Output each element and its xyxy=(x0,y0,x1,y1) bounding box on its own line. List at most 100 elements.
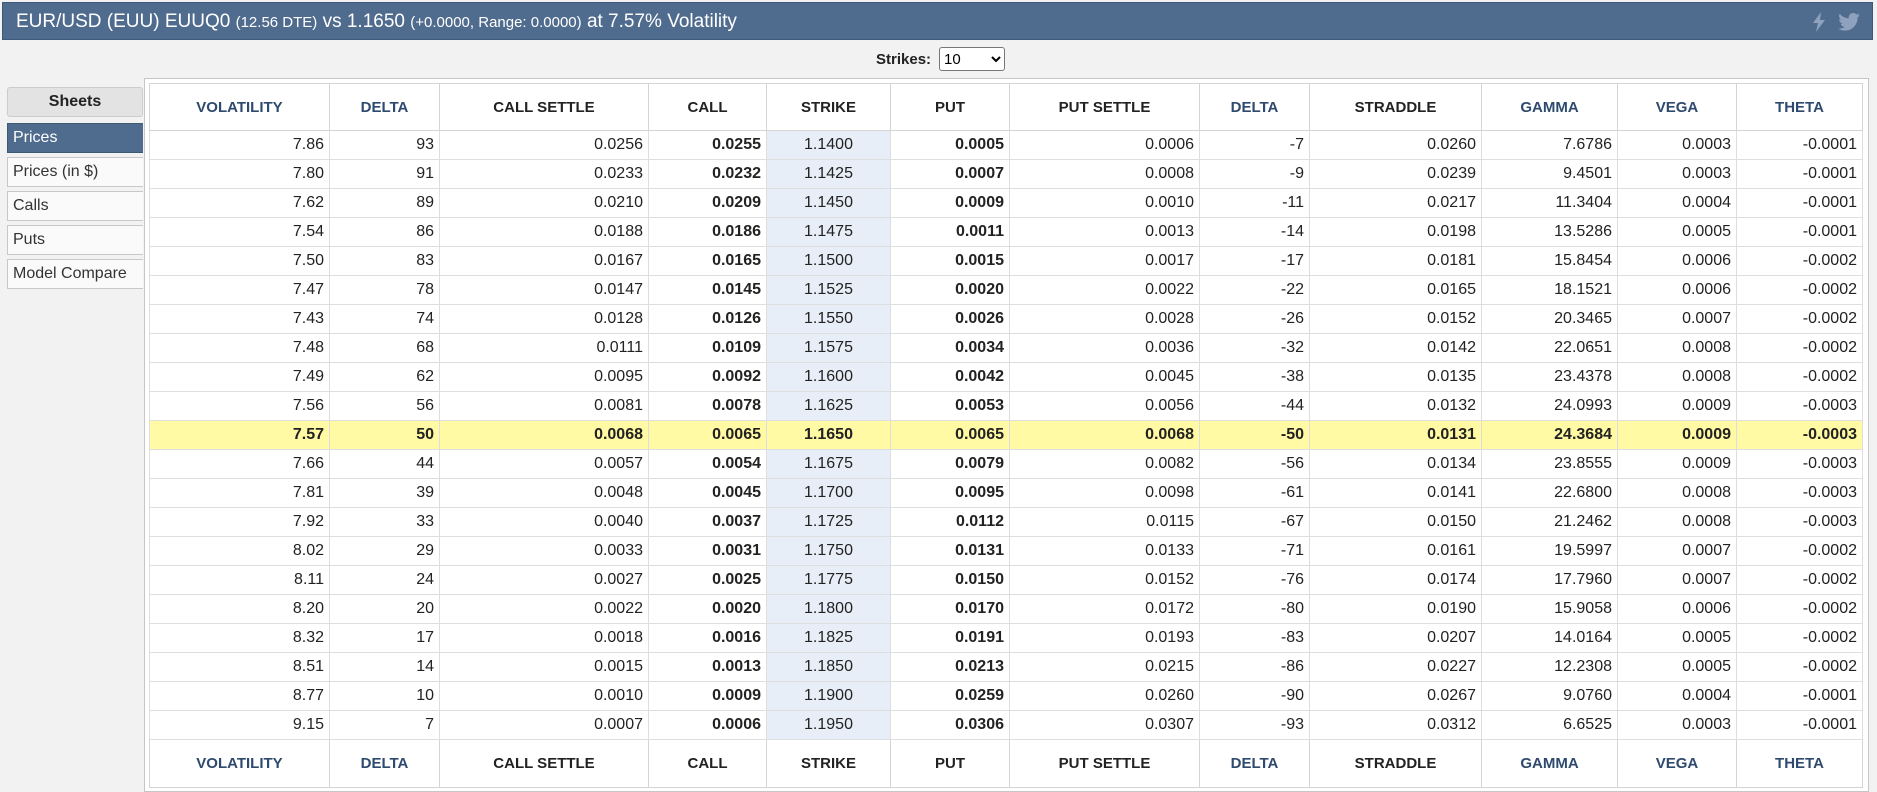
cell-put-settle: 0.0215 xyxy=(1009,652,1200,682)
cell-volatility: 7.54 xyxy=(149,217,330,247)
cell-put-delta: -71 xyxy=(1199,536,1310,566)
column-footer-straddle[interactable]: STRADDLE xyxy=(1309,739,1482,788)
cell-put-delta: -22 xyxy=(1199,275,1310,305)
strikes-select[interactable]: 10 xyxy=(939,47,1006,71)
column-footer-put-delta[interactable]: DELTA xyxy=(1199,739,1310,788)
column-footer-put-settle[interactable]: PUT SETTLE xyxy=(1009,739,1200,788)
cell-put-delta: -9 xyxy=(1199,159,1310,189)
cell-call-settle: 0.0233 xyxy=(439,159,649,189)
cell-strike: 1.1625 xyxy=(766,391,891,421)
cell-call-delta: 50 xyxy=(329,420,440,450)
column-header-gamma[interactable]: GAMMA xyxy=(1481,83,1618,131)
cell-volatility: 7.62 xyxy=(149,188,330,218)
cell-gamma: 15.8454 xyxy=(1481,246,1618,276)
column-header-strike[interactable]: STRIKE xyxy=(766,83,891,131)
cell-vega: 0.0007 xyxy=(1617,536,1737,566)
cell-put-delta: -93 xyxy=(1199,710,1310,740)
cell-put-settle: 0.0082 xyxy=(1009,449,1200,479)
cell-gamma: 9.4501 xyxy=(1481,159,1618,189)
cell-put-delta: -67 xyxy=(1199,507,1310,537)
cell-gamma: 23.8555 xyxy=(1481,449,1618,479)
column-header-call-delta[interactable]: DELTA xyxy=(329,83,440,131)
column-footer-call-delta[interactable]: DELTA xyxy=(329,739,440,788)
column-header-volatility[interactable]: VOLATILITY xyxy=(149,83,330,131)
cell-straddle: 0.0181 xyxy=(1309,246,1482,276)
cell-put-settle: 0.0006 xyxy=(1009,130,1200,160)
sidebar-item-calls[interactable]: Calls xyxy=(7,191,143,221)
vol-label: at 7.57% Volatility xyxy=(586,11,737,32)
cell-vega: 0.0009 xyxy=(1617,391,1737,421)
cell-put-settle: 0.0307 xyxy=(1009,710,1200,740)
column-header-call[interactable]: CALL xyxy=(648,83,767,131)
column-footer-call[interactable]: CALL xyxy=(648,739,767,788)
cell-straddle: 0.0190 xyxy=(1309,594,1482,624)
table-row-atm: 7.57 50 0.0068 0.0065 1.1650 0.0065 0.0068 -50 0… xyxy=(149,420,1863,450)
column-header-put-settle[interactable]: PUT SETTLE xyxy=(1009,83,1200,131)
column-footer-strike[interactable]: STRIKE xyxy=(766,739,891,788)
table-row: 8.20 20 0.0022 0.0020 1.1800 0.0170 0.0172 -80 0… xyxy=(149,594,1863,624)
cell-call-delta: 89 xyxy=(329,188,440,218)
column-footer-volatility[interactable]: VOLATILITY xyxy=(149,739,330,788)
column-footer-gamma[interactable]: GAMMA xyxy=(1481,739,1618,788)
cell-put: 0.0191 xyxy=(890,623,1010,653)
sidebar-item-prices[interactable]: Prices xyxy=(7,123,143,153)
cell-call: 0.0145 xyxy=(648,275,767,305)
lightning-icon[interactable] xyxy=(1808,11,1830,33)
column-header-put[interactable]: PUT xyxy=(890,83,1010,131)
column-header-vega[interactable]: VEGA xyxy=(1617,83,1737,131)
cell-put-delta: -7 xyxy=(1199,130,1310,160)
table-row: 7.47 78 0.0147 0.0145 1.1525 0.0020 0.0022 -22 0… xyxy=(149,275,1863,305)
table-row: 8.02 29 0.0033 0.0031 1.1750 0.0131 0.0133 -71 0… xyxy=(149,536,1863,566)
cell-call-delta: 74 xyxy=(329,304,440,334)
column-footer-call-settle[interactable]: CALL SETTLE xyxy=(439,739,649,788)
sidebar-item-puts[interactable]: Puts xyxy=(7,225,143,255)
cell-vega: 0.0004 xyxy=(1617,188,1737,218)
cell-put: 0.0065 xyxy=(890,420,1010,450)
cell-call: 0.0045 xyxy=(648,478,767,508)
cell-call: 0.0054 xyxy=(648,449,767,479)
cell-theta: -0.0003 xyxy=(1736,449,1863,479)
cell-put-settle: 0.0045 xyxy=(1009,362,1200,392)
change-label: (+0.0000, Range: 0.0000) xyxy=(410,14,582,31)
cell-put: 0.0015 xyxy=(890,246,1010,276)
column-footer-theta[interactable]: THETA xyxy=(1736,739,1863,788)
table-row: 7.66 44 0.0057 0.0054 1.1675 0.0079 0.0082 -56 0… xyxy=(149,449,1863,479)
cell-straddle: 0.0150 xyxy=(1309,507,1482,537)
cell-theta: -0.0001 xyxy=(1736,159,1863,189)
sidebar-item-prices-usd[interactable]: Prices (in $) xyxy=(7,157,143,187)
cell-put-delta: -17 xyxy=(1199,246,1310,276)
cell-strike: 1.1575 xyxy=(766,333,891,363)
cell-vega: 0.0009 xyxy=(1617,449,1737,479)
cell-gamma: 7.6786 xyxy=(1481,130,1618,160)
cell-call-settle: 0.0147 xyxy=(439,275,649,305)
column-footer-put[interactable]: PUT xyxy=(890,739,1010,788)
cell-theta: -0.0001 xyxy=(1736,130,1863,160)
table-row: 7.80 91 0.0233 0.0232 1.1425 0.0007 0.0008 -9 0.… xyxy=(149,159,1863,189)
table-row: 8.51 14 0.0015 0.0013 1.1850 0.0213 0.0215 -86 0… xyxy=(149,652,1863,682)
cell-volatility: 7.43 xyxy=(149,304,330,334)
cell-call-settle: 0.0188 xyxy=(439,217,649,247)
cell-vega: 0.0008 xyxy=(1617,333,1737,363)
column-footer-vega[interactable]: VEGA xyxy=(1617,739,1737,788)
cell-volatility: 7.92 xyxy=(149,507,330,537)
twitter-icon[interactable] xyxy=(1838,11,1860,33)
cell-theta: -0.0002 xyxy=(1736,275,1863,305)
cell-call-delta: 7 xyxy=(329,710,440,740)
column-header-put-delta[interactable]: DELTA xyxy=(1199,83,1310,131)
dte-label: (12.56 DTE) xyxy=(235,14,318,31)
cell-put-delta: -14 xyxy=(1199,217,1310,247)
cell-call-delta: 29 xyxy=(329,536,440,566)
cell-volatility: 7.48 xyxy=(149,333,330,363)
cell-theta: -0.0002 xyxy=(1736,333,1863,363)
column-header-theta[interactable]: THETA xyxy=(1736,83,1863,131)
cell-strike: 1.1425 xyxy=(766,159,891,189)
cell-strike: 1.1700 xyxy=(766,478,891,508)
column-header-straddle[interactable]: STRADDLE xyxy=(1309,83,1482,131)
column-header-call-settle[interactable]: CALL SETTLE xyxy=(439,83,649,131)
cell-theta: -0.0002 xyxy=(1736,623,1863,653)
cell-straddle: 0.0135 xyxy=(1309,362,1482,392)
cell-straddle: 0.0152 xyxy=(1309,304,1482,334)
cell-straddle: 0.0312 xyxy=(1309,710,1482,740)
sidebar-item-model-compare[interactable]: Model Compare xyxy=(7,259,143,289)
cell-gamma: 14.0164 xyxy=(1481,623,1618,653)
